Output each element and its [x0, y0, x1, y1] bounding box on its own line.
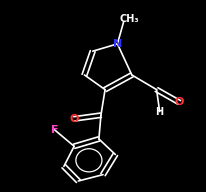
Text: N: N	[113, 39, 122, 49]
Text: O: O	[69, 114, 79, 124]
Text: F: F	[51, 125, 58, 135]
Text: O: O	[174, 97, 184, 107]
Text: CH₃: CH₃	[120, 14, 140, 24]
Text: H: H	[156, 107, 164, 117]
